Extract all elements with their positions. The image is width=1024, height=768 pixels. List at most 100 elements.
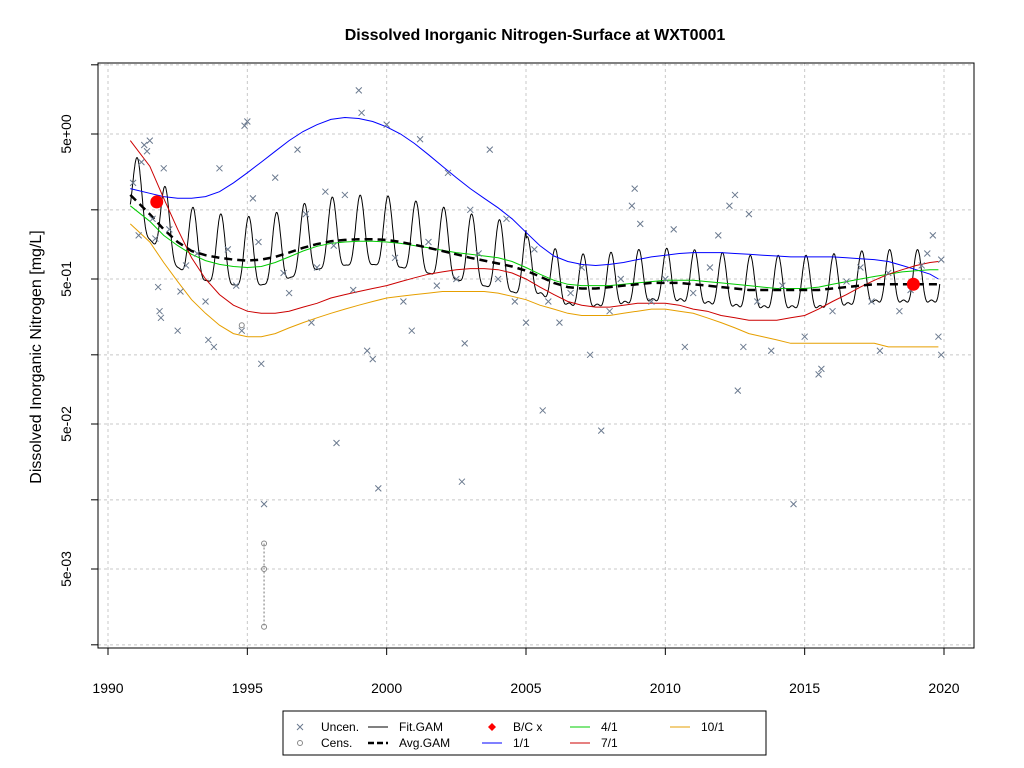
uncensored-point [918, 262, 926, 269]
uncensored-point [433, 282, 441, 289]
uncensored-point [341, 191, 349, 199]
plot-frame [97, 62, 975, 649]
uncensored-point [146, 137, 154, 144]
uncensored-point [734, 387, 742, 394]
uncensored-point [617, 275, 625, 283]
uncensored-point [556, 319, 563, 327]
censored-point [238, 322, 245, 329]
uncensored-point [466, 206, 474, 214]
uncensored-point [597, 427, 605, 434]
uncensored-point [374, 484, 382, 492]
legend-label: 4/1 [601, 720, 618, 734]
x-tick-label: 1995 [232, 680, 263, 696]
legend-label: Cens. [321, 736, 352, 750]
uncensored-point [636, 220, 644, 228]
uncensored-point [868, 298, 875, 305]
uncensored-point [294, 146, 301, 153]
uncensored-point [140, 141, 148, 149]
uncensored-point [486, 146, 494, 153]
legend-label: Uncen. [321, 720, 359, 734]
uncensored-point [706, 264, 714, 271]
y-tick-label: 5e-01 [58, 261, 74, 297]
x-tick-label: 2005 [510, 680, 541, 696]
y-tick-label: 5e-03 [58, 551, 74, 587]
series-line-avg-gam [129, 194, 939, 292]
uncensored-point [606, 307, 613, 315]
uncensored-point [937, 351, 945, 359]
uncensored-point [767, 347, 775, 355]
uncensored-point [586, 351, 594, 359]
uncensored-point [177, 288, 184, 295]
uncensored-point [896, 307, 903, 315]
uncensored-point [363, 347, 371, 355]
uncensored-point [416, 135, 424, 143]
legend-diamond-symbol [488, 723, 496, 731]
bc-point [906, 277, 920, 291]
legend-label: B/C x [513, 720, 542, 734]
uncensored-point [152, 235, 159, 242]
legend-circle-symbol [297, 740, 303, 746]
uncensored-point [731, 191, 739, 199]
uncensored-point [241, 122, 248, 130]
series-line-7-1 [129, 140, 939, 321]
uncensored-point [129, 179, 137, 187]
uncensored-point [461, 339, 469, 347]
uncensored-point [165, 225, 173, 233]
uncensored-point [308, 319, 315, 327]
uncensored-point [884, 269, 892, 277]
legend-item: 10/1 [670, 720, 725, 734]
uncensored-point [154, 283, 162, 291]
uncensored-point [358, 109, 365, 117]
uncensored-point [689, 289, 697, 297]
uncensored-point [271, 174, 279, 182]
uncensored-point [544, 298, 552, 305]
x-tick-label: 1990 [92, 680, 123, 696]
uncensored-point [400, 298, 407, 305]
legend-item: B/C x [488, 720, 542, 734]
legend-label: 7/1 [601, 736, 618, 750]
uncensored-point [202, 298, 209, 305]
uncensored-point [726, 202, 733, 210]
uncensored-point [578, 264, 586, 271]
uncensored-point [285, 289, 293, 297]
uncensored-point [494, 275, 502, 283]
legend-item: Cens. [297, 736, 352, 750]
y-axis: 5e-03 5e-02 5e-01 5e+00 [58, 64, 99, 646]
uncensored-point [302, 210, 310, 218]
uncensored-point [857, 264, 864, 271]
legend-label: Fit.GAM [399, 720, 443, 734]
uncensored-point [224, 246, 232, 253]
grid-lines [98, 63, 974, 648]
uncensored-point [444, 169, 452, 177]
uncensored-point [522, 319, 530, 327]
bc-point [150, 195, 164, 209]
uncensored-point [156, 307, 163, 315]
uncensored-point [255, 238, 262, 246]
uncensored-point [369, 355, 377, 363]
uncensored-points [129, 86, 945, 508]
censored-points [238, 322, 268, 630]
uncensored-point [681, 343, 689, 351]
legend-cross-symbol [296, 723, 304, 731]
uncensored-point [829, 307, 836, 315]
legend-item: 7/1 [570, 736, 618, 750]
series-line-1-1 [130, 116, 939, 280]
uncensored-point [257, 360, 265, 368]
uncensored-point [818, 365, 825, 373]
uncensored-point [333, 439, 340, 447]
uncensored-point [714, 231, 722, 239]
series-line-10-1 [129, 223, 939, 348]
uncensored-point [648, 298, 655, 305]
uncensored-point [740, 343, 747, 351]
uncensored-point [160, 164, 168, 172]
uncensored-point [204, 336, 212, 344]
legend-item: Uncen. [296, 720, 359, 734]
uncensored-point [937, 256, 945, 263]
uncensored-point [503, 215, 510, 223]
uncensored-point [425, 238, 432, 246]
uncensored-point [511, 298, 519, 305]
uncensored-point [182, 262, 190, 269]
x-tick-label: 2000 [371, 680, 402, 696]
uncensored-point [452, 275, 460, 283]
